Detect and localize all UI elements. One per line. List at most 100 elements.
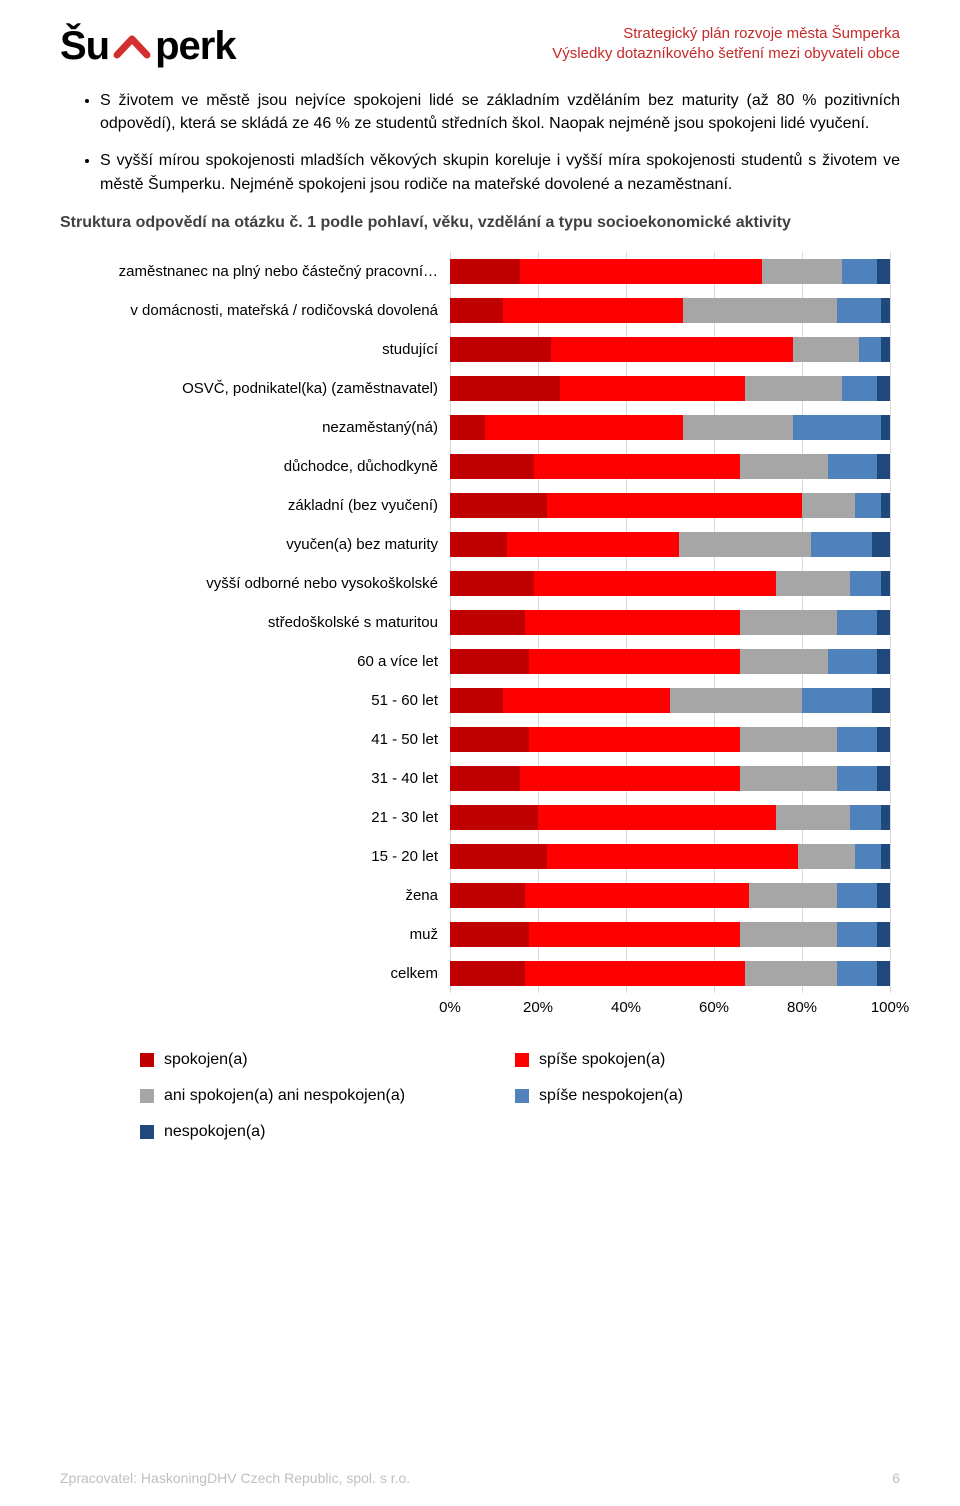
bar-segment [877, 649, 890, 674]
chart-row: nezaměstaný(ná) [80, 408, 890, 447]
x-tick: 40% [611, 999, 641, 1016]
bar-stack [450, 610, 890, 635]
bar-segment [450, 844, 547, 869]
bar-stack [450, 415, 890, 440]
chart-row: základní (bez vyučení) [80, 486, 890, 525]
bar-segment [855, 844, 881, 869]
bar-segment [450, 805, 538, 830]
category-label: 31 - 40 let [80, 770, 450, 787]
chart-row: zaměstnanec na plný nebo částečný pracov… [80, 252, 890, 291]
legend-swatch [515, 1053, 529, 1067]
bar-segment [776, 805, 851, 830]
x-axis: 0%20%40%60%80%100% [80, 999, 890, 1023]
legend-swatch [140, 1053, 154, 1067]
bar-segment [762, 259, 841, 284]
x-tick: 0% [439, 999, 461, 1016]
bar-segment [547, 844, 798, 869]
bar-segment [837, 610, 877, 635]
bar-segment [683, 415, 793, 440]
legend-label: ani spokojen(a) ani nespokojen(a) [164, 1087, 405, 1105]
bar-segment [837, 298, 881, 323]
legend-swatch [515, 1089, 529, 1103]
bar-segment [450, 259, 520, 284]
legend-label: spíše spokojen(a) [539, 1051, 665, 1069]
bar-segment [802, 688, 872, 713]
bar-stack [450, 649, 890, 674]
bar-segment [828, 454, 876, 479]
bar-segment [855, 493, 881, 518]
chart-row: 21 - 30 let [80, 798, 890, 837]
bar-segment [450, 961, 525, 986]
chart-row: muž [80, 915, 890, 954]
bar-segment [529, 649, 740, 674]
bar-segment [850, 805, 881, 830]
bar-segment [520, 259, 762, 284]
category-label: středoškolské s maturitou [80, 614, 450, 631]
bar-segment [450, 298, 503, 323]
page-footer: Zpracovatel: HaskoningDHV Czech Republic… [60, 1470, 900, 1486]
bar-segment [450, 649, 529, 674]
chart-row: 51 - 60 let [80, 681, 890, 720]
bar-segment [877, 610, 890, 635]
bar-segment [547, 493, 802, 518]
bar-segment [881, 805, 890, 830]
chart-title: Struktura odpovědí na otázku č. 1 podle … [60, 214, 900, 232]
bar-segment [877, 259, 890, 284]
category-label: vyučen(a) bez maturity [80, 536, 450, 553]
chart-row: 31 - 40 let [80, 759, 890, 798]
bullet-item: S životem ve městě jsou nejvíce spokojen… [100, 89, 900, 135]
bar-segment [837, 961, 877, 986]
logo: Šu perk [60, 24, 236, 69]
bar-stack [450, 766, 890, 791]
bar-segment [802, 493, 855, 518]
bar-segment [534, 571, 776, 596]
bar-segment [745, 961, 837, 986]
bar-segment [793, 415, 881, 440]
chart-row: vyšší odborné nebo vysokoškolské [80, 564, 890, 603]
bar-segment [560, 376, 745, 401]
category-label: 21 - 30 let [80, 809, 450, 826]
legend-item: spokojen(a) [140, 1051, 515, 1069]
bar-segment [877, 922, 890, 947]
bar-segment [450, 571, 534, 596]
bar-segment [877, 766, 890, 791]
category-label: 60 a více let [80, 653, 450, 670]
chart-row: středoškolské s maturitou [80, 603, 890, 642]
bar-stack [450, 844, 890, 869]
x-tick: 100% [871, 999, 909, 1016]
bar-segment [745, 376, 842, 401]
category-label: muž [80, 926, 450, 943]
bar-segment [450, 610, 525, 635]
bar-segment [450, 415, 485, 440]
bar-segment [877, 883, 890, 908]
bar-segment [534, 454, 741, 479]
bar-segment [450, 454, 534, 479]
logo-prefix: Šu [60, 24, 109, 69]
bar-stack [450, 805, 890, 830]
bullet-list: S životem ve městě jsou nejvíce spokojen… [60, 89, 900, 196]
bar-stack [450, 961, 890, 986]
bar-segment [525, 610, 741, 635]
legend-swatch [140, 1089, 154, 1103]
bar-segment [877, 961, 890, 986]
category-label: v domácnosti, mateřská / rodičovská dovo… [80, 302, 450, 319]
bar-segment [798, 844, 855, 869]
bar-stack [450, 454, 890, 479]
bar-segment [881, 298, 890, 323]
bar-segment [776, 571, 851, 596]
chart-row: žena [80, 876, 890, 915]
bar-segment [450, 766, 520, 791]
bar-segment [485, 415, 683, 440]
bar-segment [520, 766, 740, 791]
bar-segment [503, 298, 683, 323]
chart-row: 41 - 50 let [80, 720, 890, 759]
bar-segment [881, 415, 890, 440]
bar-segment [740, 766, 837, 791]
bar-segment [881, 571, 890, 596]
logo-roof-icon [113, 33, 151, 64]
legend-label: spíše nespokojen(a) [539, 1087, 683, 1105]
bar-stack [450, 298, 890, 323]
bar-segment [740, 610, 837, 635]
bar-segment [683, 298, 837, 323]
bar-stack [450, 493, 890, 518]
